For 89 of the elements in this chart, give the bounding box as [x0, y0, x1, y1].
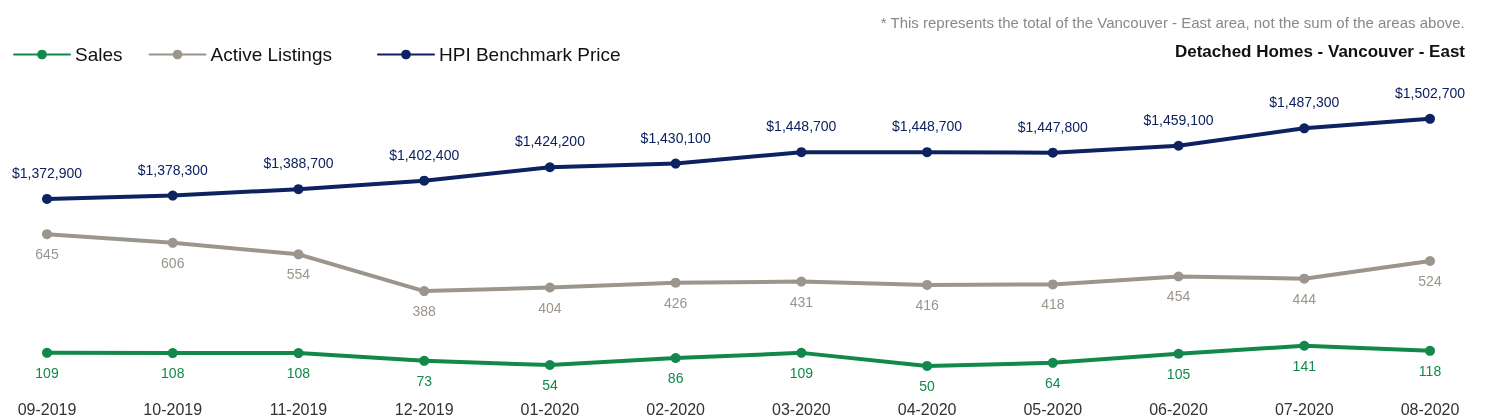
data-label: 454	[1166, 288, 1191, 305]
point	[167, 237, 178, 248]
point	[293, 184, 304, 195]
point	[1047, 279, 1058, 290]
x-tick-label: 11-2019	[269, 400, 328, 417]
data-label: 426	[663, 294, 688, 311]
x-tick-label: 08-2020	[1400, 400, 1460, 417]
point	[1299, 123, 1310, 134]
legend-label: Active Listings	[210, 44, 332, 65]
point	[796, 147, 807, 158]
point	[670, 158, 681, 169]
x-tick-label: 09-2019	[17, 400, 77, 417]
data-label: 118	[1418, 362, 1442, 379]
data-label: 64	[1045, 374, 1061, 391]
data-label: $1,430,100	[640, 129, 711, 146]
point	[922, 360, 933, 371]
data-label: $1,502,700	[1394, 84, 1466, 101]
data-label: 554	[286, 266, 311, 283]
text: * This represents the total of the Vancouver - East area, not the sum of the areas above.	[880, 14, 1465, 31]
point	[796, 347, 807, 358]
x-tick-label: 01-2020	[520, 400, 580, 417]
data-label: $1,448,700	[766, 118, 837, 135]
point	[922, 279, 933, 290]
data-label: 73	[416, 372, 433, 389]
data-label: 109	[789, 364, 814, 381]
point	[1425, 345, 1435, 356]
data-label: 50	[919, 377, 936, 394]
data-label: 418	[1041, 296, 1065, 313]
data-label: 141	[1292, 357, 1317, 374]
data-label: $1,447,800	[1017, 118, 1089, 135]
data-label: 416	[915, 296, 939, 313]
point	[167, 190, 178, 201]
x-tick-label: 10-2019	[143, 400, 203, 417]
x-tick-label: 12-2019	[394, 400, 454, 417]
point	[42, 193, 52, 204]
data-label: $1,378,300	[137, 161, 208, 178]
data-label: 109	[35, 364, 59, 381]
point	[922, 147, 933, 158]
x-tick-label: 06-2020	[1149, 400, 1209, 417]
data-label: 404	[538, 299, 562, 316]
point	[1173, 140, 1184, 151]
point	[670, 277, 681, 288]
data-label: 108	[161, 365, 185, 382]
point	[42, 229, 52, 240]
point	[544, 162, 555, 173]
data-label: $1,424,200	[514, 133, 586, 150]
chart-title: Detached Homes - Vancouver - East	[1174, 42, 1466, 61]
x-tick-label: 04-2020	[897, 400, 957, 417]
legend-label: HPI Benchmark Price	[439, 44, 621, 65]
point	[419, 175, 430, 186]
point	[796, 276, 807, 287]
point	[293, 348, 304, 359]
data-label: 444	[1292, 290, 1317, 307]
point	[167, 348, 178, 359]
data-label: 431	[789, 293, 814, 310]
data-label: 105	[1166, 365, 1191, 382]
data-label: $1,459,100	[1143, 111, 1214, 128]
point	[1173, 348, 1184, 359]
data-label: $1,448,700	[892, 118, 963, 135]
point	[544, 282, 555, 293]
data-label: 54	[542, 377, 558, 394]
point	[293, 249, 304, 260]
data-label: $1,388,700	[263, 155, 334, 172]
data-label: 388	[412, 303, 437, 320]
data-label: $1,487,300	[1269, 94, 1340, 111]
data-label: $1,402,400	[389, 146, 460, 163]
x-tick-label: 02-2020	[646, 400, 706, 417]
point	[419, 355, 430, 366]
x-tick-label: 05-2020	[1023, 400, 1083, 417]
point	[1299, 273, 1310, 284]
point	[1425, 255, 1435, 266]
data-label: 108	[286, 365, 311, 382]
point	[419, 286, 430, 297]
legend-label: Sales	[75, 44, 123, 65]
x-tick-label: 03-2020	[772, 400, 831, 417]
data-label: 86	[667, 369, 684, 386]
point	[1299, 340, 1310, 351]
point	[1173, 271, 1184, 282]
data-label: 606	[161, 254, 185, 271]
point	[1425, 113, 1435, 124]
point	[1047, 357, 1058, 368]
x-tick-label: 07-2020	[1274, 400, 1334, 417]
data-label: $1,372,900	[11, 164, 83, 181]
point	[670, 352, 681, 363]
point	[1047, 147, 1058, 158]
data-label: 524	[1418, 272, 1442, 289]
data-label: 645	[35, 246, 59, 263]
point	[42, 347, 52, 358]
point	[544, 360, 555, 371]
